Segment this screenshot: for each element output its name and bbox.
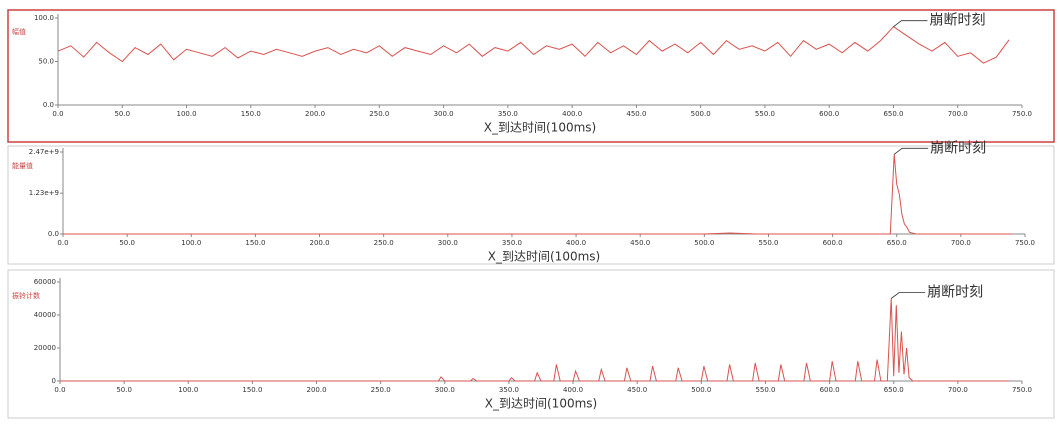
x-tick-label: 500.0 (691, 386, 711, 394)
x-tick-label: 0.0 (54, 386, 65, 394)
panel (7, 269, 1055, 419)
x-axis-label: X_到达时间(100ms) (484, 121, 596, 135)
x-tick-label: 400.0 (566, 239, 586, 247)
x-tick-label: 450.0 (630, 239, 650, 247)
x-tick-label: 50.0 (114, 110, 130, 118)
x-tick-label: 500.0 (694, 239, 714, 247)
annotation: 崩断时刻 (930, 140, 986, 156)
x-axis-label: X_到达时间(100ms) (485, 397, 597, 411)
x-tick-label: 200.0 (305, 110, 325, 118)
x-tick-label: 50.0 (116, 386, 132, 394)
x-tick-label: 50.0 (119, 239, 135, 247)
x-tick-label: 250.0 (371, 386, 391, 394)
x-tick-label: 400.0 (562, 110, 582, 118)
x-tick-label: 300.0 (435, 386, 455, 394)
x-tick-label: 450.0 (627, 386, 647, 394)
line (63, 154, 1013, 235)
x-tick-label: 300.0 (434, 110, 454, 118)
x-tick-label: 100.0 (177, 110, 197, 118)
x-tick-label: 250.0 (369, 110, 389, 118)
x-tick-label: 100.0 (178, 386, 198, 394)
x-tick-label: 750.0 (1012, 110, 1032, 118)
y-tick-label: 0.0 (48, 230, 59, 238)
y-tick-label: 50.0 (38, 58, 54, 66)
y-tick-label: 40000 (34, 311, 56, 319)
x-tick-label: 200.0 (310, 239, 330, 247)
annotation-leader (893, 20, 928, 28)
x-tick-label: 0.0 (52, 110, 63, 118)
x-axis-label: X_到达时间(100ms) (488, 250, 600, 264)
x-tick-label: 300.0 (438, 239, 458, 247)
x-tick-label: 100.0 (181, 239, 201, 247)
y-axis-label: 能量值 (12, 161, 33, 170)
y-tick-label: 2.47e+9 (29, 148, 59, 156)
x-tick-label: 650.0 (884, 386, 904, 394)
x-tick-label: 700.0 (948, 386, 968, 394)
x-tick-label: 700.0 (948, 110, 968, 118)
y-tick-label: 100.0 (34, 14, 54, 22)
x-tick-label: 350.0 (498, 110, 518, 118)
x-tick-label: 650.0 (883, 110, 903, 118)
x-tick-label: 600.0 (819, 110, 839, 118)
x-tick-label: 0.0 (57, 239, 68, 247)
x-tick-label: 150.0 (242, 386, 262, 394)
y-tick-label: 20000 (34, 344, 56, 352)
y-axis-label: 振铃计数 (12, 291, 40, 300)
x-tick-label: 550.0 (758, 239, 778, 247)
x-tick-label: 450.0 (626, 110, 646, 118)
x-tick-label: 250.0 (374, 239, 394, 247)
x-tick-label: 350.0 (502, 239, 522, 247)
y-tick-label: 0.0 (43, 101, 54, 109)
y-tick-label: 60000 (34, 278, 56, 286)
x-tick-label: 500.0 (691, 110, 711, 118)
x-tick-label: 150.0 (241, 110, 261, 118)
x-tick-label: 750.0 (1012, 386, 1032, 394)
x-tick-label: 750.0 (1015, 239, 1035, 247)
x-tick-label: 550.0 (755, 110, 775, 118)
x-tick-label: 700.0 (951, 239, 971, 247)
y-tick-label: 1.23e+9 (29, 189, 59, 197)
x-tick-label: 600.0 (820, 386, 840, 394)
line (60, 298, 1010, 382)
x-tick-label: 200.0 (307, 386, 327, 394)
x-tick-label: 350.0 (499, 386, 519, 394)
x-tick-label: 400.0 (563, 386, 583, 394)
x-tick-label: 150.0 (245, 239, 265, 247)
annotation-leader (890, 292, 926, 299)
annotation: 崩断时刻 (929, 13, 985, 29)
x-tick-label: 600.0 (823, 239, 843, 247)
panel (7, 9, 1055, 143)
annotation-leader (893, 147, 929, 155)
x-tick-label: 650.0 (887, 239, 907, 247)
y-axis-label: 幅值 (12, 27, 26, 36)
x-tick-label: 550.0 (755, 386, 775, 394)
annotation: 崩断时刻 (927, 285, 983, 301)
line (57, 26, 1010, 64)
panel (7, 145, 1055, 265)
y-tick-label: 0 (52, 377, 56, 385)
